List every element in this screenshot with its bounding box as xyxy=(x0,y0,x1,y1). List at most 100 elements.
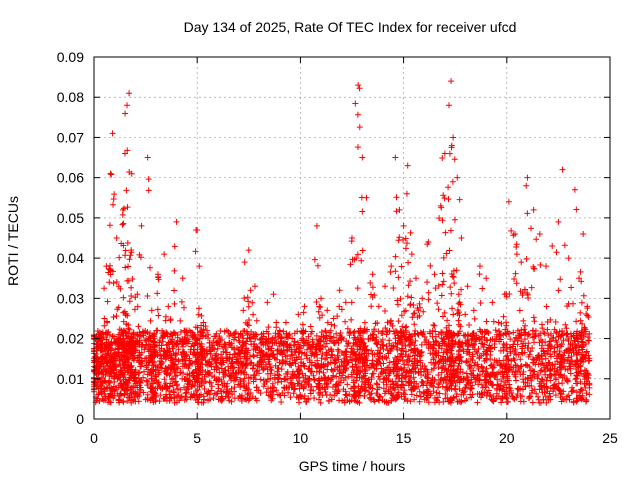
data-point xyxy=(438,345,445,352)
data-point xyxy=(470,341,477,348)
data-point xyxy=(155,276,162,283)
data-point xyxy=(425,289,432,296)
data-point xyxy=(524,362,531,369)
data-point xyxy=(315,382,322,389)
data-point xyxy=(305,395,312,402)
data-point xyxy=(512,373,519,380)
data-point xyxy=(462,359,469,366)
data-point xyxy=(222,349,229,356)
data-point xyxy=(386,328,393,335)
data-point xyxy=(342,299,349,306)
data-point xyxy=(288,362,295,369)
data-point xyxy=(447,368,454,375)
data-point xyxy=(485,329,492,336)
data-point xyxy=(419,378,426,385)
data-point xyxy=(295,371,302,378)
data-point xyxy=(469,357,476,364)
data-point xyxy=(322,388,329,395)
data-point xyxy=(436,359,443,366)
data-point xyxy=(469,332,476,339)
data-point xyxy=(258,340,265,347)
data-point xyxy=(305,333,312,340)
data-point xyxy=(581,367,588,374)
data-point xyxy=(199,376,206,383)
data-point xyxy=(238,392,245,399)
data-point xyxy=(122,247,129,254)
data-point xyxy=(112,372,119,379)
data-point xyxy=(256,370,263,377)
data-point xyxy=(183,352,190,359)
data-point xyxy=(107,399,114,406)
data-point xyxy=(368,376,375,383)
data-point xyxy=(119,211,126,218)
data-point xyxy=(127,252,134,259)
data-point xyxy=(314,357,321,364)
data-point xyxy=(318,295,325,302)
data-point xyxy=(555,218,562,225)
data-point xyxy=(207,369,214,376)
data-point xyxy=(102,368,109,375)
data-point xyxy=(124,147,131,154)
data-point xyxy=(120,205,127,212)
data-point xyxy=(184,371,191,378)
data-point xyxy=(439,270,446,277)
data-point xyxy=(569,384,576,391)
data-point xyxy=(476,263,483,270)
data-point xyxy=(487,378,494,385)
data-point xyxy=(393,208,400,215)
data-point xyxy=(298,381,305,388)
data-point xyxy=(273,319,280,326)
data-point xyxy=(369,271,376,278)
data-point xyxy=(218,388,225,395)
data-point xyxy=(481,389,488,396)
data-point xyxy=(119,221,126,228)
data-point xyxy=(124,381,131,388)
data-point xyxy=(335,348,342,355)
data-point xyxy=(109,130,116,137)
axis-ticks xyxy=(93,56,611,420)
data-point xyxy=(301,303,308,310)
data-point xyxy=(523,182,530,189)
data-point xyxy=(387,318,394,325)
data-point xyxy=(440,278,447,285)
data-point xyxy=(518,259,525,266)
data-point xyxy=(161,376,168,383)
data-point xyxy=(126,326,133,333)
data-point xyxy=(135,323,142,330)
data-point xyxy=(394,297,401,304)
data-point xyxy=(328,321,335,328)
data-point xyxy=(452,382,459,389)
data-point xyxy=(578,338,585,345)
data-point xyxy=(337,368,344,375)
data-point xyxy=(271,334,278,341)
data-point xyxy=(441,195,448,202)
data-point xyxy=(285,389,292,396)
data-point xyxy=(360,354,367,361)
data-point xyxy=(168,338,175,345)
data-point xyxy=(528,389,535,396)
data-point xyxy=(314,262,321,269)
data-point xyxy=(172,378,179,385)
data-point xyxy=(249,299,256,306)
data-point xyxy=(582,340,589,347)
data-point xyxy=(113,235,120,241)
data-point xyxy=(570,398,577,405)
data-point xyxy=(216,341,223,348)
data-point xyxy=(528,284,535,291)
data-point xyxy=(175,357,182,364)
data-point xyxy=(348,299,355,306)
data-point xyxy=(367,384,374,391)
data-point xyxy=(446,102,453,109)
data-point xyxy=(198,341,205,348)
data-point xyxy=(505,367,512,374)
data-point xyxy=(522,322,529,329)
data-point xyxy=(265,330,272,337)
data-point xyxy=(265,346,272,353)
data-point xyxy=(301,363,308,370)
data-point xyxy=(183,396,190,403)
data-point xyxy=(334,313,341,320)
y-tick-label: 0.05 xyxy=(57,210,84,226)
data-point xyxy=(204,390,211,397)
data-point xyxy=(144,391,151,398)
data-point xyxy=(528,377,535,384)
